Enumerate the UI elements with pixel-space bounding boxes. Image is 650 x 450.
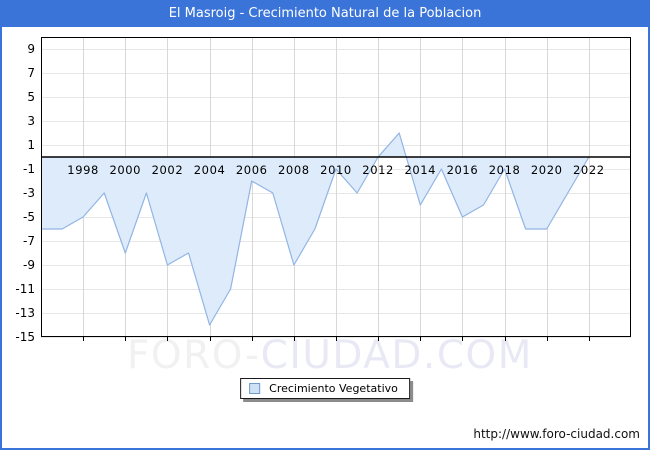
svg-text:2002: 2002: [152, 163, 184, 177]
svg-text:2008: 2008: [278, 163, 310, 177]
svg-text:2018: 2018: [489, 163, 521, 177]
svg-text:1: 1: [27, 138, 35, 152]
svg-text:1998: 1998: [67, 163, 99, 177]
legend-label: Crecimiento Vegetativo: [269, 382, 398, 395]
svg-text:-7: -7: [23, 234, 35, 248]
svg-text:5: 5: [27, 90, 35, 104]
legend-swatch-icon: [249, 383, 261, 394]
svg-text:-5: -5: [23, 210, 35, 224]
watermark-part1: FORO-: [127, 333, 261, 378]
chart-title: El Masroig - Crecimiento Natural de la P…: [168, 6, 482, 21]
svg-text:2006: 2006: [236, 163, 268, 177]
chart-title-bar: El Masroig - Crecimiento Natural de la P…: [0, 0, 650, 27]
svg-text:-9: -9: [23, 258, 35, 272]
legend-box: Crecimiento Vegetativo: [240, 378, 410, 399]
svg-text:2016: 2016: [447, 163, 479, 177]
svg-text:7: 7: [27, 66, 35, 80]
svg-text:2012: 2012: [362, 163, 394, 177]
svg-text:2022: 2022: [573, 163, 605, 177]
svg-text:-13: -13: [15, 306, 35, 320]
svg-text:2000: 2000: [109, 163, 141, 177]
svg-text:2014: 2014: [404, 163, 436, 177]
svg-text:-1: -1: [23, 162, 35, 176]
svg-text:2020: 2020: [531, 163, 563, 177]
svg-text:-3: -3: [23, 186, 35, 200]
svg-text:3: 3: [27, 114, 35, 128]
svg-text:2004: 2004: [194, 163, 226, 177]
footer-url: http://www.foro-ciudad.com: [473, 427, 640, 441]
svg-text:9: 9: [27, 42, 35, 56]
svg-text:2010: 2010: [320, 163, 352, 177]
svg-text:-11: -11: [15, 282, 35, 296]
svg-text:-15: -15: [15, 330, 35, 344]
watermark: FORO-CIUDAD.COM: [127, 333, 533, 378]
watermark-part2: CIUDAD.COM: [260, 333, 533, 378]
